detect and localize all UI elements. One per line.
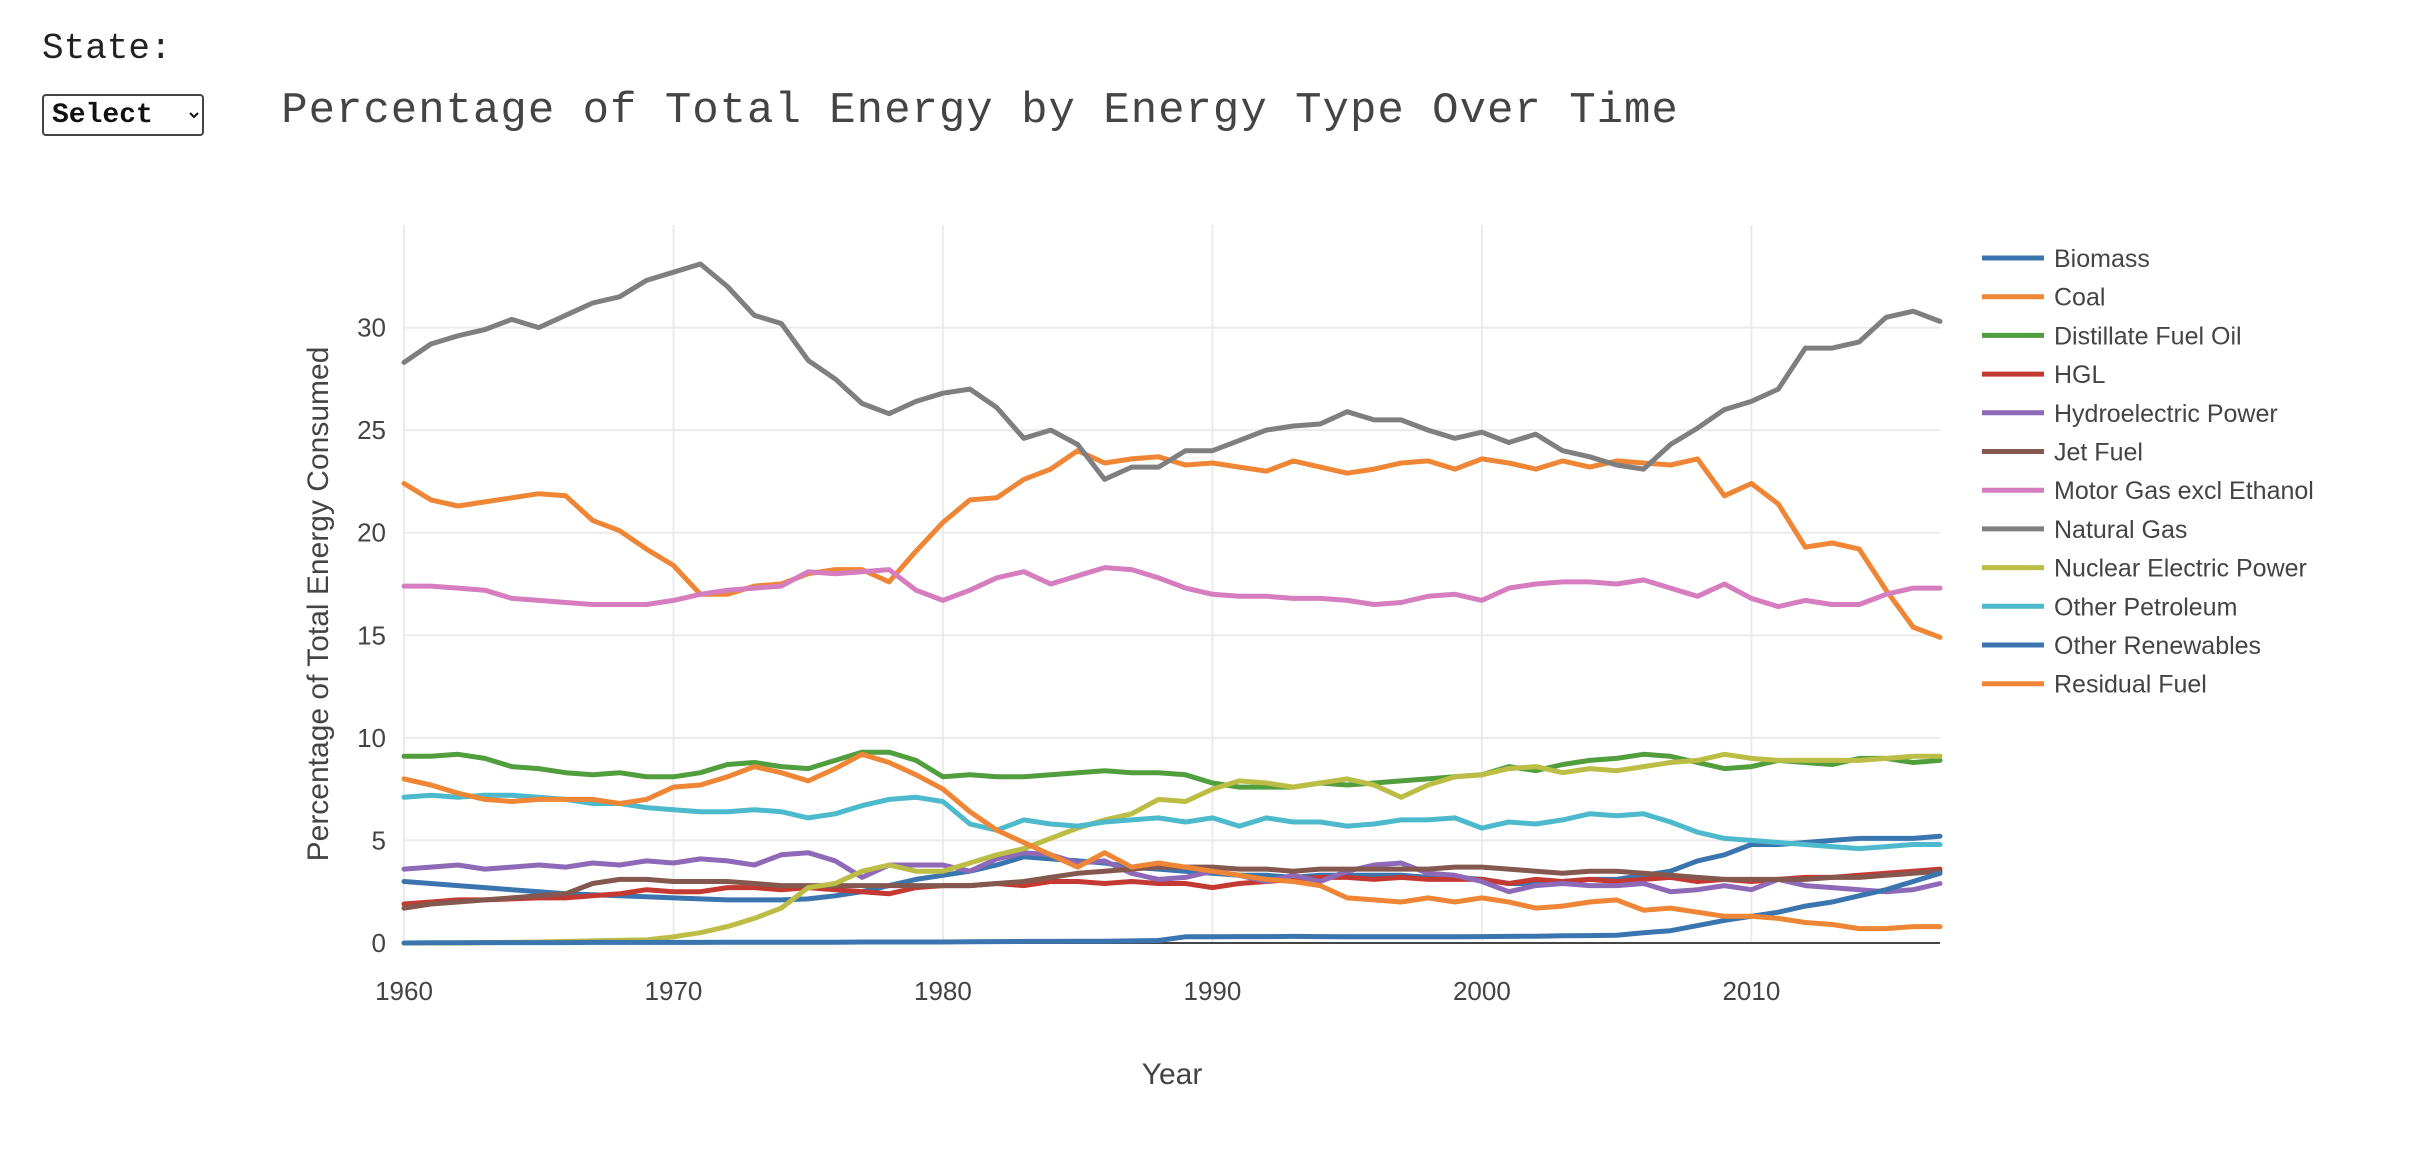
- series-line-nuclear-electric-power: [401, 751, 1943, 946]
- y-tick-label: 30: [357, 313, 386, 343]
- legend: Biomass Coal Distillate Fuel Oil HGL Hydroel…: [1982, 245, 2314, 699]
- x-axis-title: Year: [1142, 1058, 1203, 1091]
- legend-label-motor-gas-excl-ethanol: Motor Gas excl Ethanol: [2054, 477, 2314, 505]
- series-lines: [401, 261, 1943, 946]
- state-select[interactable]: Select: [42, 94, 204, 136]
- y-tick-label: 20: [357, 518, 386, 548]
- legend-label-other-renewables: Other Renewables: [2054, 632, 2261, 660]
- state-label: State:: [42, 28, 172, 69]
- legend-label-residual-fuel: Residual Fuel: [2054, 671, 2207, 699]
- legend-label-nuclear-electric-power: Nuclear Electric Power: [2054, 555, 2307, 583]
- axis-ticks: 1960 1970 1980 1990 2000 2010 0 5 10 15 20 25 30: [357, 313, 1780, 1006]
- series-line-other-petroleum: [401, 792, 1943, 852]
- series-line-natural-gas: [401, 261, 1943, 482]
- y-tick-label: 5: [372, 825, 386, 855]
- legend-label-jet-fuel: Jet Fuel: [2054, 439, 2143, 467]
- y-tick-label: 10: [357, 723, 386, 753]
- series-line-hydroelectric-power: [401, 850, 1943, 895]
- y-axis-title: Percentage of Total Energy Consumed: [302, 347, 335, 862]
- x-tick-label: 1970: [645, 976, 703, 1006]
- legend-label-coal: Coal: [2054, 284, 2105, 312]
- legend-label-other-petroleum: Other Petroleum: [2054, 593, 2237, 621]
- x-tick-label: 1980: [914, 976, 972, 1006]
- chart-title: Percentage of Total Energy by Energy Typ…: [281, 86, 1679, 136]
- series-line-other-renewables: [401, 870, 1943, 946]
- legend-label-natural-gas: Natural Gas: [2054, 516, 2187, 544]
- y-tick-label: 25: [357, 415, 386, 445]
- series-line-hgl: [401, 866, 1943, 907]
- series-line-biomass: [401, 833, 1943, 903]
- x-tick-label: 1990: [1183, 976, 1241, 1006]
- y-tick-label: 0: [372, 928, 386, 958]
- legend-label-biomass: Biomass: [2054, 245, 2150, 273]
- legend-label-hydroelectric-power: Hydroelectric Power: [2054, 400, 2278, 428]
- x-tick-label: 1960: [375, 976, 433, 1006]
- series-line-coal: [401, 448, 1943, 640]
- series-line-motor-gas-excl-ethanol: [401, 565, 1943, 610]
- x-tick-label: 2000: [1453, 976, 1511, 1006]
- x-tick-label: 2010: [1722, 976, 1780, 1006]
- legend-label-distillate-fuel-oil: Distillate Fuel Oil: [2054, 322, 2242, 350]
- y-tick-label: 15: [357, 620, 386, 650]
- series-line-residual-fuel: [401, 751, 1943, 932]
- legend-label-hgl: HGL: [2054, 361, 2106, 389]
